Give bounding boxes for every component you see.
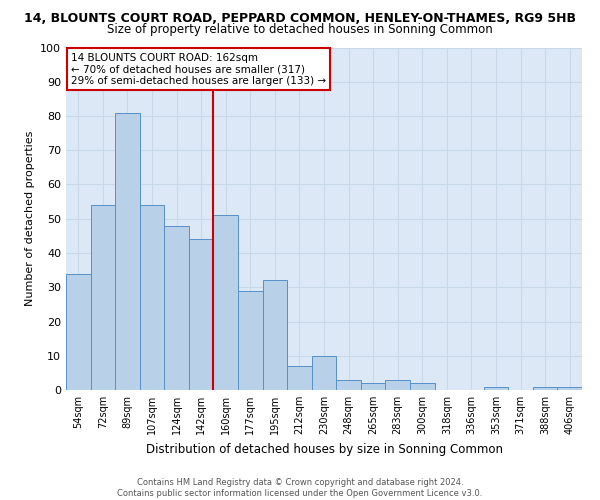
- X-axis label: Distribution of detached houses by size in Sonning Common: Distribution of detached houses by size …: [146, 442, 503, 456]
- Bar: [91, 205, 115, 390]
- Bar: [189, 240, 214, 390]
- Bar: [287, 366, 312, 390]
- Bar: [238, 290, 263, 390]
- Bar: [66, 274, 91, 390]
- Bar: [385, 380, 410, 390]
- Bar: [533, 386, 557, 390]
- Text: Contains HM Land Registry data © Crown copyright and database right 2024.
Contai: Contains HM Land Registry data © Crown c…: [118, 478, 482, 498]
- Bar: [214, 216, 238, 390]
- Y-axis label: Number of detached properties: Number of detached properties: [25, 131, 35, 306]
- Text: 14, BLOUNTS COURT ROAD, PEPPARD COMMON, HENLEY-ON-THAMES, RG9 5HB: 14, BLOUNTS COURT ROAD, PEPPARD COMMON, …: [24, 12, 576, 26]
- Text: Size of property relative to detached houses in Sonning Common: Size of property relative to detached ho…: [107, 22, 493, 36]
- Bar: [484, 386, 508, 390]
- Bar: [140, 205, 164, 390]
- Bar: [336, 380, 361, 390]
- Bar: [115, 112, 140, 390]
- Bar: [557, 386, 582, 390]
- Bar: [312, 356, 336, 390]
- Bar: [361, 383, 385, 390]
- Bar: [263, 280, 287, 390]
- Text: 14 BLOUNTS COURT ROAD: 162sqm
← 70% of detached houses are smaller (317)
29% of : 14 BLOUNTS COURT ROAD: 162sqm ← 70% of d…: [71, 52, 326, 86]
- Bar: [410, 383, 434, 390]
- Bar: [164, 226, 189, 390]
